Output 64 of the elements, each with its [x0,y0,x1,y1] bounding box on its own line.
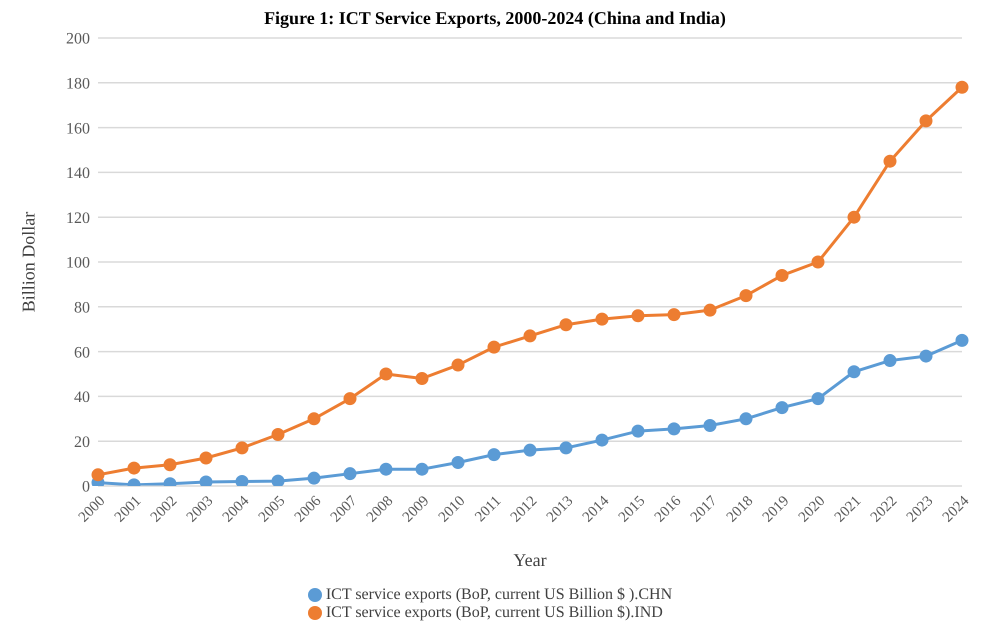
point [488,448,500,462]
y-tick-label: 200 [66,30,90,48]
x-tick-label: 2011 [472,493,504,526]
point [596,434,608,447]
legend-label: ICT service exports (BoP, current US Billion $ ).CHN [326,586,672,603]
point [236,475,248,486]
point [560,318,572,332]
point [200,452,212,464]
point [380,368,392,380]
point [812,256,824,268]
point [884,154,896,168]
point [812,392,824,406]
y-tick-label: 80 [74,299,90,316]
legend-label: ICT service exports (BoP, current US Billion $).IND [326,604,663,621]
point [920,114,932,128]
point [848,365,860,378]
x-axis-title: Year [513,550,547,570]
point [956,334,968,347]
chart-title: Figure 1: ICT Service Exports, 2000-2024 (China and India) [263,8,727,30]
point [164,458,176,472]
point [524,329,536,342]
point [560,441,572,454]
point [308,412,320,426]
point [848,210,860,224]
y-tick-label: 60 [74,344,90,362]
point [416,462,428,476]
point [956,80,968,94]
point [344,467,356,480]
point [380,462,392,476]
point [488,340,500,354]
point [776,268,788,282]
point [668,308,680,322]
point [308,472,320,485]
point [452,456,464,469]
y-axis-title: Billion Dollar [18,212,38,312]
point [128,462,140,475]
point [884,354,896,368]
y-tick-label: 20 [74,434,90,451]
point [524,444,536,457]
point [272,474,284,486]
y-tick-label: 40 [74,389,90,406]
point [740,412,752,426]
point [452,358,464,372]
y-tick-label: 160 [66,120,90,138]
point [740,289,752,302]
point [200,475,212,486]
y-tick-label: 140 [66,165,90,182]
point [632,309,644,322]
point [236,441,248,454]
point [272,428,284,441]
point [92,468,104,482]
point [416,372,428,385]
point [344,392,356,406]
point [632,424,644,438]
point [596,312,608,326]
y-tick-label: 100 [66,254,90,272]
point [704,304,716,317]
point [920,350,932,363]
point [704,419,716,432]
y-tick-label: 120 [66,210,90,227]
y-tick-label: 180 [66,75,90,92]
y-tick-label: 0 [82,478,90,496]
point [776,401,788,414]
point [668,422,680,436]
